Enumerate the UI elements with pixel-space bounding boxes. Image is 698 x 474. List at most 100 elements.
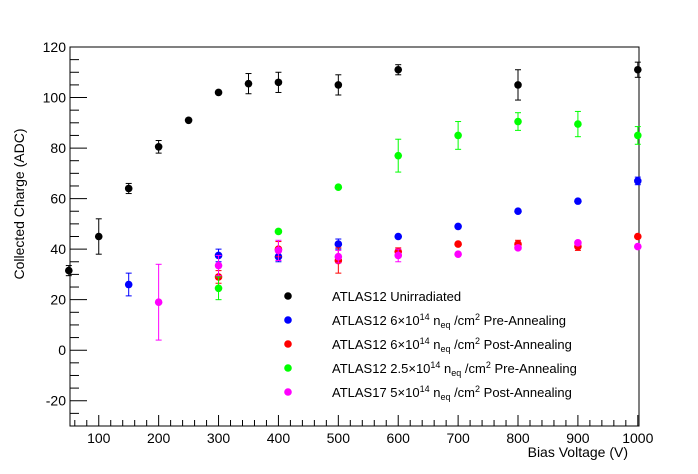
legend-marker xyxy=(284,388,292,396)
legend-label-post: Post-Annealing xyxy=(480,337,572,352)
legend-label: ATLAS12 2.5×1014 neq /cm2 Pre-Annealing xyxy=(332,360,577,378)
data-point xyxy=(634,177,642,185)
legend-label-unit: /cm xyxy=(461,361,486,376)
legend-label-unitexp: 2 xyxy=(486,360,491,370)
data-point xyxy=(124,184,133,193)
legend-label-post: Pre-Annealing xyxy=(480,313,566,328)
legend-label: ATLAS12 6×1014 neq /cm2 Pre-Annealing xyxy=(332,312,566,330)
legend-label-unitexp: 2 xyxy=(475,336,480,346)
data-point xyxy=(334,183,343,192)
legend-label-pre: ATLAS12 6×10 xyxy=(332,313,420,328)
data-point xyxy=(214,284,223,293)
legend-marker xyxy=(284,292,292,300)
data-point xyxy=(394,232,403,241)
legend-marker xyxy=(284,340,292,348)
x-axis-title: Bias Voltage (V) xyxy=(528,444,628,460)
data-point xyxy=(634,242,642,251)
x-tick-label: 800 xyxy=(506,430,530,446)
data-point xyxy=(514,207,522,216)
legend-label-pre: ATLAS17 5×10 xyxy=(332,385,420,400)
data-point xyxy=(634,131,642,140)
data-point xyxy=(65,266,73,275)
y-tick-label: 120 xyxy=(43,39,67,55)
x-tick-label: 900 xyxy=(566,430,590,446)
data-point xyxy=(454,222,462,231)
data-point xyxy=(244,79,253,88)
data-point xyxy=(94,232,103,241)
legend-label: ATLAS17 5×1014 neq /cm2 Post-Annealing xyxy=(332,384,572,402)
y-tick-label: -20 xyxy=(46,393,66,409)
data-point xyxy=(274,246,283,255)
legend-marker xyxy=(284,364,292,372)
legend-label-exp: 14 xyxy=(430,360,440,370)
x-tick-label: 600 xyxy=(387,430,411,446)
data-point xyxy=(184,116,193,125)
data-point xyxy=(394,151,403,160)
x-tick-label: 1000 xyxy=(622,430,653,446)
series-1 xyxy=(65,61,642,277)
data-point xyxy=(334,252,343,261)
data-point xyxy=(124,280,133,289)
data-point xyxy=(514,117,522,126)
data-point xyxy=(394,251,403,260)
legend-label-unitexp: 2 xyxy=(475,312,480,322)
data-point xyxy=(154,143,163,151)
x-tick-label: 200 xyxy=(147,430,171,446)
series-5 xyxy=(154,239,642,341)
data-point xyxy=(454,131,462,140)
axis-ticks: 100 200 300 400 500 600 700 800 900 1000 -20 0 20 40 6… xyxy=(43,39,654,446)
series-2 xyxy=(124,176,642,297)
legend-label-n: n xyxy=(430,337,441,352)
data-point xyxy=(274,78,283,87)
series-4 xyxy=(214,110,642,301)
legend-label-exp: 14 xyxy=(420,384,430,394)
data-point xyxy=(514,81,522,89)
y-axis-title: Collected Charge (ADC) xyxy=(11,129,27,280)
data-point xyxy=(394,65,403,74)
legend-label-post: Post-Annealing xyxy=(480,385,572,400)
y-tick-label: 60 xyxy=(50,191,66,207)
legend-label-exp: 14 xyxy=(420,336,430,346)
legend-label-sub: eq xyxy=(440,320,450,330)
legend-label-sub: eq xyxy=(440,344,450,354)
data-point xyxy=(574,239,582,247)
legend-label-unit: /cm xyxy=(450,337,475,352)
legend-label-sub: eq xyxy=(451,368,461,378)
legend-label-unit: /cm xyxy=(450,385,475,400)
data-point xyxy=(274,227,283,236)
data-point xyxy=(214,88,223,97)
data-layer xyxy=(65,61,642,341)
data-point xyxy=(574,120,582,128)
x-tick-label: 700 xyxy=(446,430,470,446)
data-point xyxy=(334,240,343,248)
y-tick-label: 20 xyxy=(50,292,66,308)
data-point xyxy=(634,65,642,74)
data-point xyxy=(514,244,522,252)
legend-label: ATLAS12 6×1014 neq /cm2 Post-Annealing xyxy=(332,336,572,354)
legend-label-exp: 14 xyxy=(420,312,430,322)
y-tick-label: 80 xyxy=(50,140,66,156)
x-tick-label: 400 xyxy=(267,430,291,446)
legend-label: ATLAS12 Unirradiated xyxy=(332,289,461,304)
x-tick-label: 500 xyxy=(327,430,351,446)
legend-label-pre: ATLAS12 2.5×10 xyxy=(332,361,430,376)
data-point xyxy=(634,232,642,241)
y-tick-label: 40 xyxy=(50,241,66,257)
legend-label-unitexp: 2 xyxy=(475,384,480,394)
legend-label-pre: ATLAS12 6×10 xyxy=(332,337,420,352)
x-tick-label: 100 xyxy=(87,430,111,446)
legend-label-unit: /cm xyxy=(450,313,475,328)
legend-label-post: Pre-Annealing xyxy=(491,361,577,376)
data-point xyxy=(454,250,462,258)
y-tick-label: 100 xyxy=(43,90,67,106)
legend-label-sub: eq xyxy=(440,392,450,402)
legend-marker xyxy=(284,316,292,324)
data-point xyxy=(334,81,343,89)
data-point xyxy=(574,197,582,205)
data-point xyxy=(214,261,223,270)
data-point xyxy=(154,298,163,306)
legend-label-n: n xyxy=(430,313,441,328)
data-point xyxy=(454,240,462,248)
